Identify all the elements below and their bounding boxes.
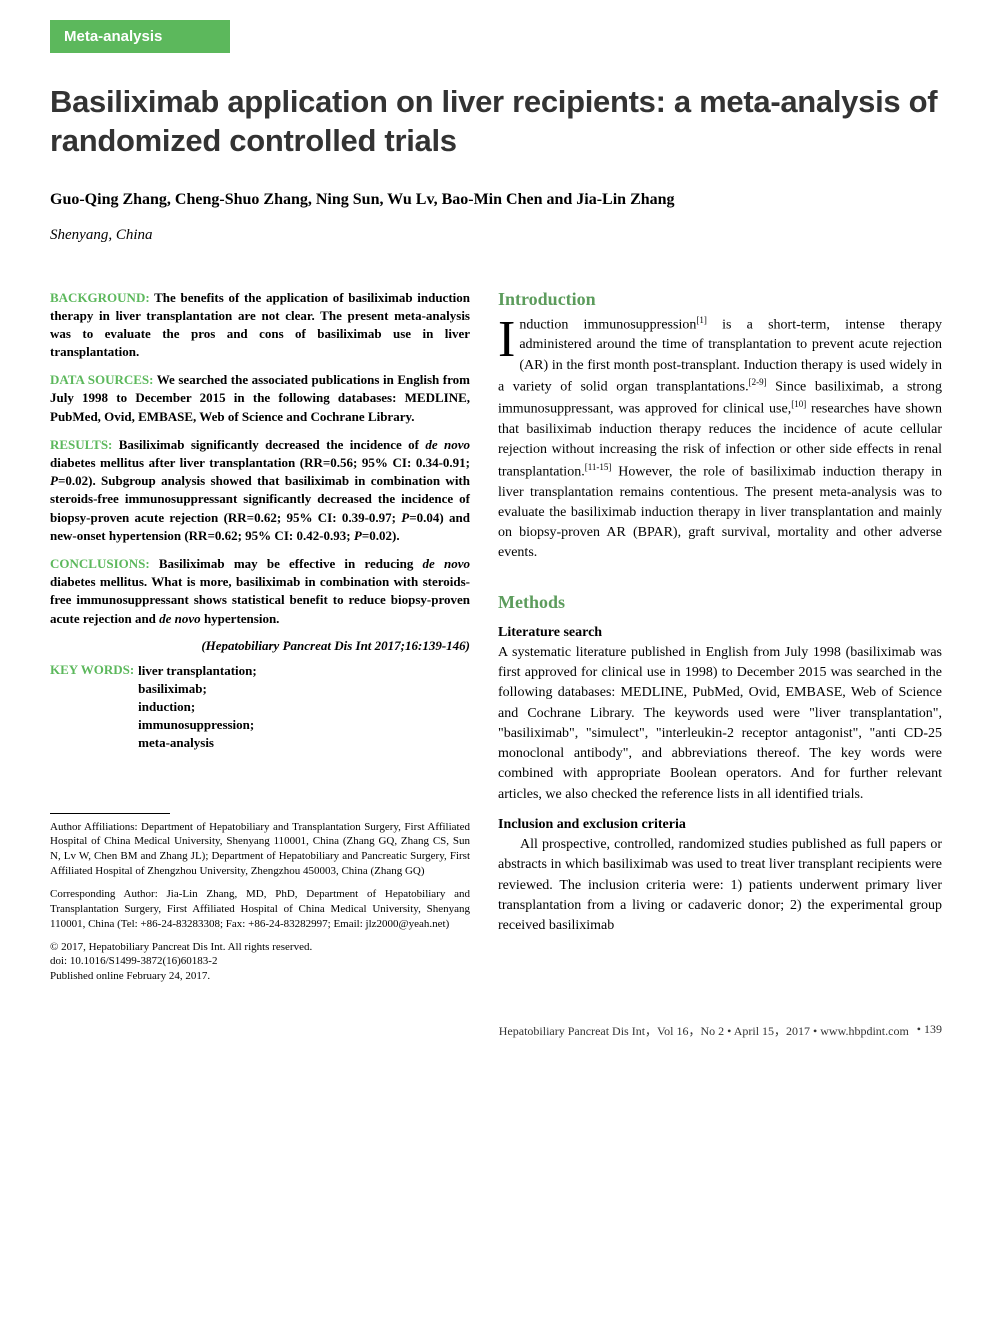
conclusions-em-1: de novo (423, 556, 470, 571)
keyword-item: liver transplantation; (138, 662, 257, 680)
affiliation: Shenyang, China (50, 227, 942, 244)
results-text-5: =0.02). (362, 528, 400, 543)
literature-search-heading: Literature search (498, 625, 942, 641)
results-text-2: diabetes mellitus after liver transplant… (50, 455, 470, 470)
left-column: BACKGROUND: The benefits of the applicat… (50, 289, 470, 993)
ref-sup: [1] (696, 315, 707, 325)
literature-search-text: A systematic literature published in Eng… (498, 643, 942, 805)
article-title: Basiliximab application on liver recipie… (50, 83, 942, 161)
copyright-text: © 2017, Hepatobiliary Pancreat Dis Int. … (50, 941, 312, 953)
keywords: KEY WORDS: liver transplantation; basili… (50, 662, 470, 753)
conclusions-text-3: hypertension. (201, 611, 280, 626)
abstract-conclusions: CONCLUSIONS: Basiliximab may be effectiv… (50, 555, 470, 628)
abstract-results: RESULTS: Basiliximab significantly decre… (50, 436, 470, 545)
background-label: BACKGROUND: (50, 290, 150, 305)
abstract-datasources: DATA SOURCES: We searched the associated… (50, 371, 470, 426)
footnote-corresponding: Corresponding Author: Jia-Lin Zhang, MD,… (50, 887, 470, 932)
results-em-1: de novo (425, 437, 470, 452)
keywords-label: KEY WORDS: (50, 662, 134, 678)
authors: Guo-Qing Zhang, Cheng-Shuo Zhang, Ning S… (50, 191, 942, 209)
ref-sup: [2-9] (749, 377, 767, 387)
methods-heading: Methods (498, 592, 942, 613)
methods-section: Methods Literature search A systematic l… (498, 592, 942, 937)
dropcap: I (498, 314, 519, 362)
citation: (Hepatobiliary Pancreat Dis Int 2017;16:… (50, 638, 470, 654)
results-label: RESULTS: (50, 437, 112, 452)
page-footer: Hepatobiliary Pancreat Dis Int，Vol 16，No… (50, 1022, 942, 1039)
footer-journal: Hepatobiliary Pancreat Dis Int，Vol 16，No… (499, 1022, 909, 1039)
introduction-body: Induction immunosuppression[1] is a shor… (498, 314, 942, 564)
footnote-affiliations: Author Affiliations: Department of Hepat… (50, 820, 470, 879)
keywords-list: liver transplantation; basiliximab; indu… (138, 662, 257, 753)
abstract: BACKGROUND: The benefits of the applicat… (50, 289, 470, 753)
right-column: Introduction Induction immunosuppression… (498, 289, 942, 993)
published-text: Published online February 24, 2017. (50, 970, 210, 982)
results-em-2: P (50, 473, 58, 488)
keyword-item: induction; (138, 698, 257, 716)
footer-page-number: • 139 (917, 1022, 942, 1039)
category-tag: Meta-analysis (50, 20, 230, 53)
footnote-divider (50, 813, 170, 814)
ref-sup: [11-15] (585, 462, 612, 472)
introduction-heading: Introduction (498, 289, 942, 310)
page: Meta-analysis Basiliximab application on… (0, 20, 992, 1069)
doi-text: doi: 10.1016/S1499-3872(16)60183-2 (50, 955, 217, 967)
conclusions-text-1: Basiliximab may be effective in reducing (150, 556, 423, 571)
results-text-1: Basiliximab significantly decreased the … (112, 437, 425, 452)
intro-text-1: nduction immunosuppression (519, 317, 696, 332)
ref-sup: [10] (791, 399, 806, 409)
datasources-label: DATA SOURCES: (50, 372, 153, 387)
results-em-4: P (354, 528, 362, 543)
two-column-layout: BACKGROUND: The benefits of the applicat… (50, 289, 942, 993)
conclusions-em-2: de novo (159, 611, 201, 626)
keyword-item: basiliximab; (138, 680, 257, 698)
keyword-item: meta-analysis (138, 734, 257, 752)
conclusions-label: CONCLUSIONS: (50, 556, 150, 571)
footnote-copyright: © 2017, Hepatobiliary Pancreat Dis Int. … (50, 940, 470, 985)
inclusion-text: All prospective, controlled, randomized … (498, 835, 942, 936)
abstract-background: BACKGROUND: The benefits of the applicat… (50, 289, 470, 362)
keyword-item: immunosuppression; (138, 716, 257, 734)
inclusion-heading: Inclusion and exclusion criteria (498, 817, 942, 833)
